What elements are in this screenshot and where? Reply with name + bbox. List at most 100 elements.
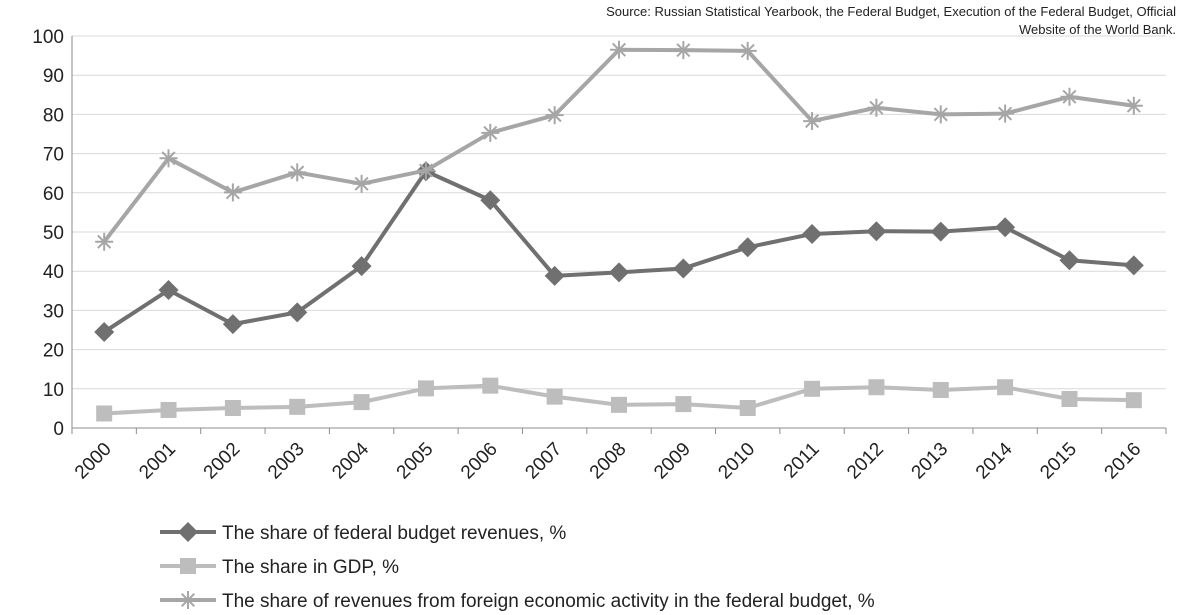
series-line bbox=[102, 47, 1135, 244]
star-marker bbox=[288, 163, 307, 182]
x-tick-label: 2002 bbox=[200, 439, 245, 484]
diamond-marker bbox=[544, 265, 565, 286]
gridlines bbox=[72, 35, 1166, 390]
x-tick-label: 2012 bbox=[843, 439, 888, 484]
y-tick-label: 50 bbox=[43, 223, 64, 244]
star-marker bbox=[179, 591, 197, 609]
legend-label: The share of federal budget revenues, % bbox=[222, 523, 566, 544]
legend-item: The share of federal budget revenues, % bbox=[160, 522, 566, 544]
diamond-marker bbox=[995, 217, 1016, 238]
diamond-marker bbox=[480, 190, 501, 211]
legend-label: The share of revenues from foreign econo… bbox=[222, 591, 875, 612]
star-marker bbox=[1124, 96, 1143, 115]
diamond-marker bbox=[866, 221, 887, 242]
legend-label: The share in GDP, % bbox=[222, 557, 399, 578]
square-marker bbox=[289, 398, 306, 415]
square-marker bbox=[932, 381, 949, 398]
star-marker bbox=[674, 41, 693, 60]
series-2 bbox=[96, 377, 1142, 422]
diamond-marker bbox=[673, 258, 694, 279]
series-group bbox=[94, 40, 1144, 422]
diamond-marker bbox=[609, 262, 629, 283]
diamond-marker bbox=[351, 256, 372, 277]
square-marker bbox=[804, 380, 821, 397]
x-tick-label: 2000 bbox=[71, 439, 116, 484]
square-marker bbox=[482, 377, 499, 394]
square-marker bbox=[997, 379, 1014, 396]
y-tick-label: 30 bbox=[43, 301, 64, 322]
star-marker bbox=[481, 123, 500, 142]
x-tick-label: 2013 bbox=[908, 439, 953, 484]
y-tick-label: 80 bbox=[43, 105, 64, 126]
diamond-marker bbox=[802, 223, 823, 244]
series-3 bbox=[95, 40, 1143, 251]
diamond-marker bbox=[222, 314, 243, 335]
y-tick-label: 60 bbox=[43, 184, 64, 205]
diamond-marker bbox=[1059, 250, 1080, 271]
star-marker bbox=[803, 112, 822, 131]
x-tick-label: 2014 bbox=[972, 438, 1017, 483]
y-tick-label: 0 bbox=[53, 419, 64, 440]
diamond-marker bbox=[930, 221, 951, 242]
square-marker bbox=[96, 405, 113, 422]
square-marker bbox=[1125, 392, 1142, 409]
legend: The share of federal budget revenues, % T… bbox=[160, 522, 875, 612]
legend-item: The share of revenues from foreign econo… bbox=[160, 591, 875, 612]
square-marker bbox=[546, 388, 563, 405]
x-tick-label: 2008 bbox=[586, 439, 631, 484]
star-marker bbox=[610, 40, 628, 59]
square-marker bbox=[611, 396, 627, 413]
diamond-marker bbox=[158, 280, 179, 301]
diamond-marker bbox=[1123, 255, 1144, 276]
y-tick-label: 40 bbox=[43, 262, 64, 283]
star-marker bbox=[738, 41, 757, 60]
legend-item: The share in GDP, % bbox=[160, 557, 399, 578]
y-tick-label: 90 bbox=[43, 66, 64, 87]
x-tick-label: 2010 bbox=[714, 439, 759, 484]
square-marker bbox=[353, 394, 370, 411]
star-marker bbox=[352, 174, 371, 193]
square-marker bbox=[675, 396, 692, 413]
x-tick-label: 2011 bbox=[780, 439, 824, 483]
square-marker bbox=[417, 380, 434, 397]
y-tick-label: 20 bbox=[43, 341, 64, 362]
axes bbox=[71, 36, 1167, 434]
square-marker bbox=[180, 558, 196, 574]
diamond-marker bbox=[94, 321, 115, 342]
y-tick-label: 10 bbox=[43, 380, 64, 401]
x-tick-label: 2009 bbox=[650, 439, 695, 484]
x-tick-label: 2003 bbox=[264, 439, 309, 484]
star-marker bbox=[996, 104, 1015, 123]
square-marker bbox=[224, 400, 241, 417]
x-tick-label: 2006 bbox=[457, 439, 502, 484]
star-marker bbox=[545, 106, 564, 125]
star-marker bbox=[931, 105, 950, 124]
source-note: Source: Russian Statistical Yearbook, th… bbox=[606, 4, 1176, 37]
star-marker bbox=[223, 183, 242, 202]
y-tick-label: 100 bbox=[32, 27, 64, 48]
x-axis-ticks: 2000 2001 2002 2003 2004 2005 2006 2007 2008 2009… bbox=[71, 438, 1145, 483]
y-axis-ticks: 0 10 20 30 40 50 60 70 80 90 100 bbox=[32, 27, 64, 440]
star-marker bbox=[867, 98, 886, 117]
square-marker bbox=[1061, 390, 1078, 407]
diamond-marker bbox=[178, 522, 198, 542]
diamond-marker bbox=[287, 302, 308, 323]
x-tick-label: 2016 bbox=[1101, 439, 1146, 484]
y-tick-label: 70 bbox=[43, 145, 64, 166]
x-tick-label: 2005 bbox=[393, 439, 438, 484]
square-marker bbox=[739, 400, 756, 417]
star-marker bbox=[1060, 87, 1079, 106]
square-marker bbox=[160, 401, 177, 418]
x-tick-label: 2001 bbox=[135, 439, 180, 484]
diamond-marker bbox=[737, 237, 758, 258]
x-tick-label: 2004 bbox=[328, 438, 373, 483]
star-marker bbox=[416, 161, 435, 180]
star-marker bbox=[159, 149, 178, 168]
star-marker bbox=[95, 232, 114, 251]
series-line bbox=[103, 169, 1134, 334]
series-1 bbox=[94, 161, 1144, 342]
square-marker bbox=[868, 379, 885, 396]
x-tick-label: 2015 bbox=[1036, 439, 1081, 484]
x-tick-label: 2007 bbox=[521, 439, 566, 484]
